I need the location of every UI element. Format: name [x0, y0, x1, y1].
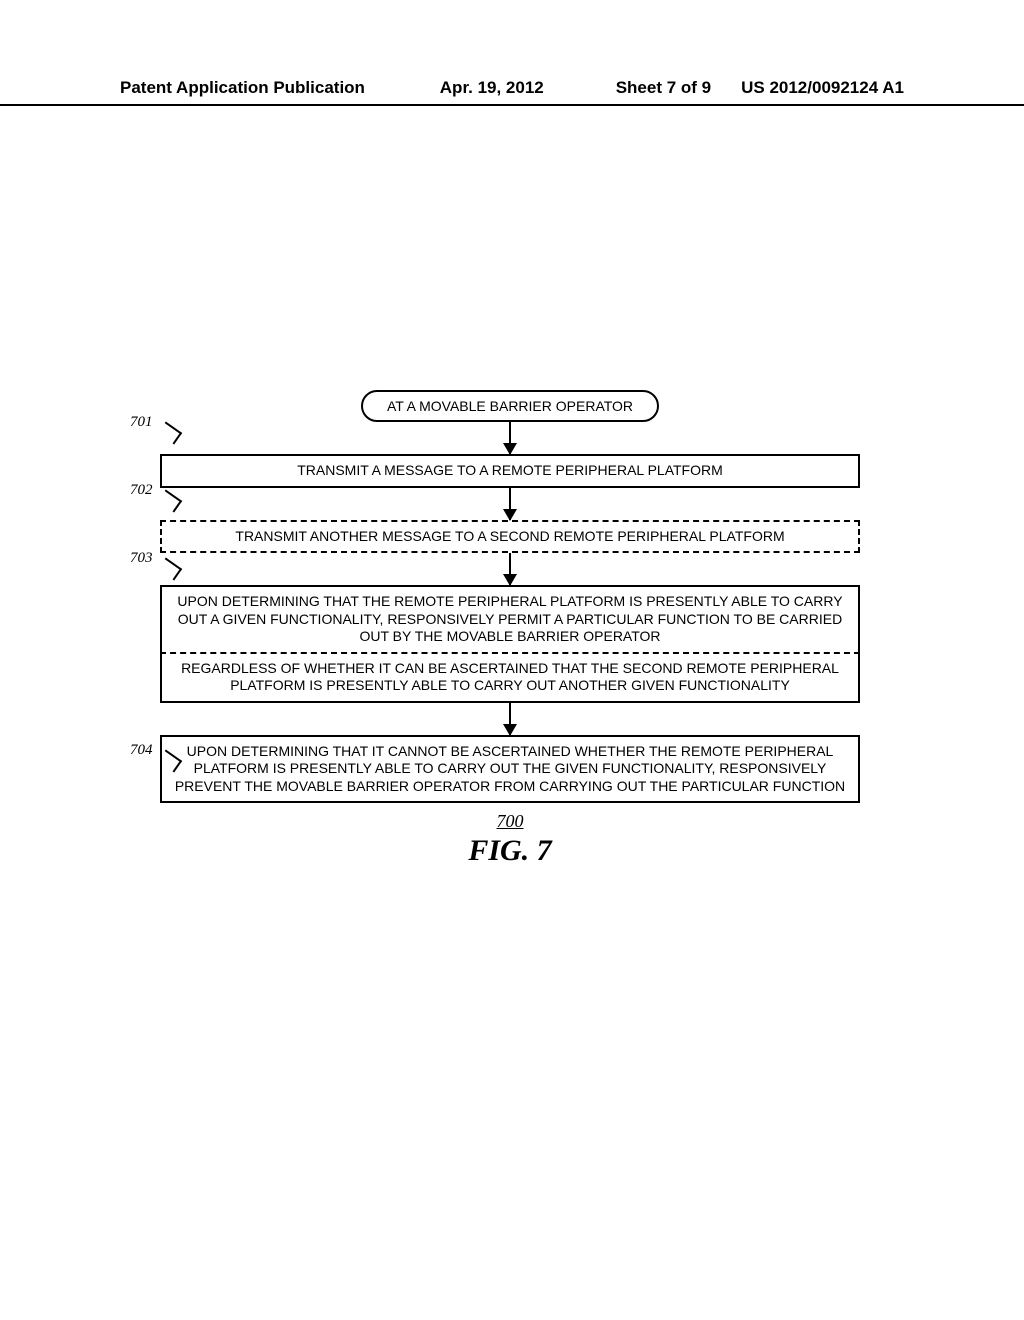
step-703: UPON DETERMINING THAT THE REMOTE PERIPHE… [160, 585, 860, 703]
start-node: AT A MOVABLE BARRIER OPERATOR [361, 390, 659, 422]
ref-tick [158, 422, 182, 445]
sheet-number: Sheet 7 of 9 [616, 78, 741, 98]
publication-date: Apr. 19, 2012 [368, 78, 616, 98]
step-704: UPON DETERMINING THAT IT CANNOT BE ASCER… [160, 735, 860, 804]
publication-number: US 2012/0092124 A1 [741, 78, 904, 98]
step-703-bottom: REGARDLESS OF WHETHER IT CAN BE ASCERTAI… [160, 652, 860, 703]
arrow [509, 553, 511, 585]
ref-tick [158, 490, 182, 513]
step-702: TRANSMIT ANOTHER MESSAGE TO A SECOND REM… [160, 520, 860, 554]
step-703-top: UPON DETERMINING THAT THE REMOTE PERIPHE… [162, 587, 858, 652]
arrow [509, 703, 511, 735]
page-header: Patent Application Publication Apr. 19, … [0, 78, 1024, 106]
ref-label-703: 703 [130, 550, 153, 567]
arrow [509, 488, 511, 520]
arrow [509, 422, 511, 454]
ref-label-701: 701 [130, 414, 153, 431]
figure-number: 700 [160, 811, 860, 832]
flowchart: AT A MOVABLE BARRIER OPERATOR 701 TRANSM… [160, 390, 860, 868]
figure-title: FIG. 7 [160, 834, 860, 868]
ref-label-704: 704 [130, 742, 153, 759]
ref-tick [158, 558, 182, 581]
ref-label-702: 702 [130, 482, 153, 499]
step-701: TRANSMIT A MESSAGE TO A REMOTE PERIPHERA… [160, 454, 860, 488]
start-node-wrap: AT A MOVABLE BARRIER OPERATOR [160, 390, 860, 422]
publication-type: Patent Application Publication [120, 78, 368, 98]
